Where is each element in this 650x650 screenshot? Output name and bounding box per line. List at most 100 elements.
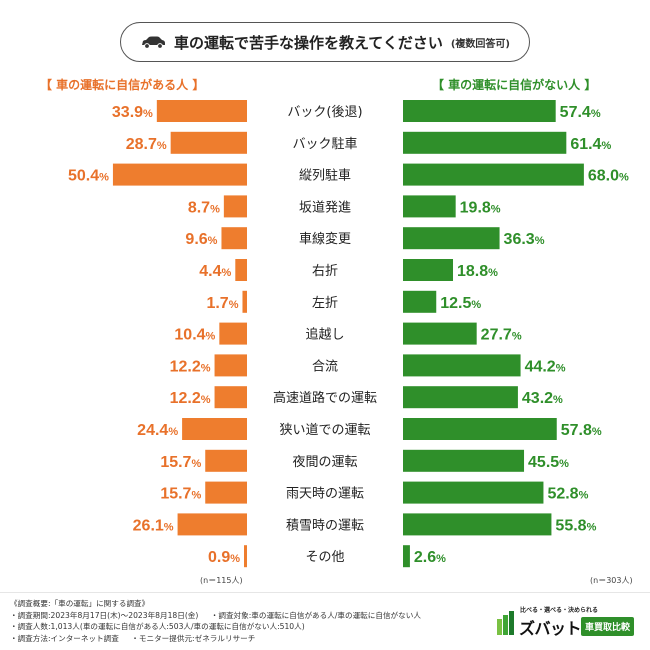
value-label-left: 10.4%	[174, 327, 215, 344]
category-label: 合流	[312, 359, 338, 374]
value-label-left: 9.6%	[185, 231, 217, 248]
bar-right	[403, 386, 518, 409]
value-label-left: 8.7%	[188, 199, 220, 216]
bar-right	[403, 354, 521, 377]
category-label: 右折	[312, 264, 338, 279]
bar-left	[205, 481, 247, 504]
category-label: 雨天時の運転	[286, 487, 364, 502]
bar-left	[223, 195, 247, 218]
category-label: 夜間の運転	[292, 455, 357, 470]
survey-heading: 《調査概要:「車の運転」に関する調査》	[10, 599, 150, 608]
value-label-left: 15.7%	[160, 486, 201, 503]
logo-tag: 車買取比較	[581, 617, 635, 636]
value-label-left: 1.7%	[206, 295, 238, 312]
value-label-right: 43.2%	[522, 390, 563, 407]
sample-size-left: (n＝115人)	[200, 576, 243, 585]
category-label: 坂道発進	[299, 200, 351, 215]
bar-left	[177, 513, 247, 536]
logo-brand: ズバット	[519, 619, 582, 638]
survey-line: ・調査対象:車の運転に自信がある人/車の運転に自信がない人	[210, 610, 421, 620]
value-label-right: 52.8%	[547, 486, 588, 503]
value-label-left: 28.7%	[126, 136, 167, 153]
bar-left	[235, 259, 247, 281]
zubat-logo[interactable]: 比べる・選べる・決められる ズバット 車買取比較	[497, 605, 637, 641]
bar-left	[214, 386, 247, 409]
value-label-left: 12.2%	[170, 358, 211, 375]
bar-right	[403, 322, 477, 345]
butterfly-bar-chart: 33.9% 57.4% バック(後退) 28.7% 61.4% バック駐車 50.4% 68.…	[68, 100, 629, 568]
bar-left	[112, 163, 247, 186]
bar-right	[403, 481, 544, 504]
bar-left	[182, 418, 247, 440]
value-label-right: 18.8%	[457, 263, 498, 280]
chart-title: 車の運転で苦手な操作を教えてください (複数回答可)	[120, 22, 530, 62]
survey-line: ・調査期間:2023年8月17日(木)～2023年8月18日(金)	[10, 610, 199, 620]
title-sub: (複数回答可)	[450, 38, 510, 50]
car-icon	[142, 36, 166, 49]
sample-size-right: (n＝303人)	[590, 576, 633, 585]
value-label-right: 61.4%	[570, 136, 611, 153]
value-label-right: 44.2%	[525, 358, 566, 375]
title-main: 車の運転で苦手な操作を教えてください	[174, 33, 443, 52]
bar-left	[205, 449, 247, 472]
category-label: その他	[305, 550, 344, 565]
logo-slogan: 比べる・選べる・決められる	[520, 607, 599, 614]
value-label-left: 26.1%	[133, 517, 174, 534]
bar-left	[244, 545, 247, 568]
bar-right	[403, 100, 556, 122]
category-label: 積雪時の運転	[286, 518, 364, 533]
bar-left	[221, 227, 247, 250]
survey-row: ・調査期間:2023年8月17日(木)～2023年8月18日(金) ・調査対象:…	[10, 610, 510, 622]
value-label-right: 55.8%	[555, 517, 596, 534]
bar-left	[156, 100, 247, 122]
bar-right	[403, 259, 454, 281]
bar-right	[403, 163, 584, 186]
value-label-right: 2.6%	[414, 549, 446, 566]
category-label: 狭い道での運転	[279, 423, 370, 438]
bar-right	[403, 513, 552, 536]
survey-line: ・調査方法:インターネット調査	[10, 633, 119, 643]
category-label: 高速道路での運転	[273, 390, 377, 406]
survey-line: ・調査人数:1,013人(車の運転に自信がある人:503人/車の運転に自信がない…	[10, 622, 305, 631]
bar-right	[403, 131, 567, 154]
category-label: 縦列駐車	[299, 169, 351, 184]
logo-mark-icon	[497, 611, 514, 635]
value-label-right: 27.7%	[481, 327, 522, 344]
value-label-right: 12.5%	[440, 295, 481, 312]
legend-left-label: 【 車の運転に自信がある人 】	[40, 78, 205, 92]
value-label-left: 12.2%	[170, 390, 211, 407]
value-label-left: 0.9%	[208, 549, 240, 566]
survey-row: ・調査人数:1,013人(車の運転に自信がある人:503人/車の運転に自信がない…	[10, 621, 510, 633]
survey-line: ・モニター提供元:ゼネラルリサーチ	[131, 633, 256, 643]
bar-left	[219, 322, 247, 345]
value-label-right: 19.8%	[460, 199, 501, 216]
category-label: バック(後退)	[287, 105, 362, 120]
bar-right	[403, 227, 500, 250]
value-label-right: 68.0%	[588, 168, 629, 185]
bar-right	[403, 195, 456, 218]
bar-left	[170, 131, 247, 154]
value-label-right: 45.5%	[528, 454, 569, 471]
bar-right	[403, 545, 410, 568]
value-label-left: 33.9%	[112, 104, 153, 121]
legend-right-label: 【 車の運転に自信がない人 】	[432, 78, 597, 92]
value-label-right: 36.3%	[504, 231, 545, 248]
value-label-right: 57.4%	[560, 104, 601, 121]
bar-right	[403, 290, 437, 313]
value-label-left: 50.4%	[68, 168, 109, 185]
category-label: 追越し	[305, 327, 344, 343]
footer-divider	[0, 592, 650, 593]
bar-left	[214, 354, 247, 377]
survey-row: ・調査方法:インターネット調査 ・モニター提供元:ゼネラルリサーチ	[10, 633, 510, 645]
bar-right	[403, 449, 525, 472]
category-label: 左折	[312, 296, 338, 311]
category-label: 車線変更	[299, 231, 351, 247]
value-label-left: 15.7%	[160, 454, 201, 471]
value-label-right: 57.8%	[561, 422, 602, 439]
survey-summary: 《調査概要:「車の運転」に関する調査》 ・調査期間:2023年8月17日(木)～…	[10, 598, 510, 644]
bar-right	[403, 418, 557, 440]
value-label-left: 4.4%	[199, 263, 231, 280]
category-label: バック駐車	[292, 137, 357, 152]
value-label-left: 24.4%	[137, 422, 178, 439]
bar-left	[242, 290, 247, 313]
